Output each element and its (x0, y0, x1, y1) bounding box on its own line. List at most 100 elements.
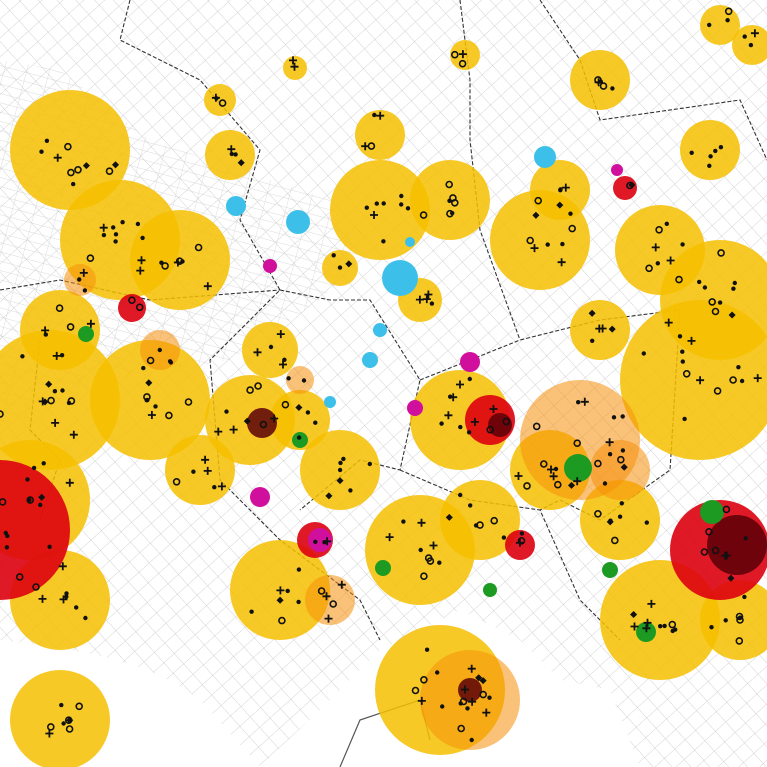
diamond (620, 463, 628, 471)
cross (376, 111, 385, 120)
site-green (700, 500, 724, 524)
point (664, 221, 669, 226)
ring (66, 323, 75, 331)
ring (445, 180, 454, 189)
ring (457, 724, 466, 733)
cross (417, 518, 426, 527)
point (468, 503, 473, 508)
point (20, 354, 25, 359)
point (27, 497, 32, 503)
ring (476, 521, 484, 529)
point (458, 492, 463, 498)
cross (573, 477, 582, 486)
cross (530, 244, 539, 253)
point (52, 389, 58, 394)
point (680, 359, 685, 364)
diamond (727, 574, 735, 582)
cross (279, 360, 287, 369)
cross (137, 256, 146, 265)
cross (322, 592, 331, 601)
point (450, 210, 455, 216)
coverage-area (355, 110, 405, 160)
diamond (628, 181, 636, 189)
point (313, 420, 318, 425)
site-cyan (373, 323, 387, 337)
point (337, 265, 343, 270)
ring (278, 616, 286, 625)
cross (86, 319, 95, 328)
point (64, 591, 69, 596)
point (680, 242, 685, 247)
point (338, 460, 343, 466)
cross (642, 624, 651, 633)
hotspot-dark (247, 408, 277, 438)
ring (254, 382, 262, 390)
point (424, 647, 430, 652)
ring (86, 254, 95, 263)
coverage-area-orange (305, 575, 355, 625)
site-magenta (308, 528, 332, 552)
cross (45, 729, 54, 738)
point (286, 376, 291, 381)
coverage-area (90, 340, 210, 460)
ring (594, 509, 602, 518)
diamond (66, 716, 74, 724)
point (331, 253, 336, 258)
diamond (532, 211, 540, 219)
ring (426, 557, 435, 565)
ring (594, 459, 602, 468)
point (120, 220, 125, 225)
markers (0, 5, 767, 767)
cross (79, 268, 88, 277)
ring (645, 264, 653, 273)
diamond (445, 513, 453, 521)
point (611, 415, 617, 420)
site-cyan (324, 396, 336, 408)
point (519, 531, 525, 536)
point (305, 410, 311, 415)
point (233, 152, 238, 157)
cross (547, 465, 555, 474)
diamond (145, 379, 153, 387)
point (689, 150, 694, 155)
point (341, 456, 346, 462)
point (39, 149, 44, 154)
point (743, 536, 748, 541)
point (677, 334, 683, 339)
coverage-area (130, 210, 230, 310)
ring (534, 196, 543, 205)
boundary (459, 0, 521, 341)
point (662, 623, 667, 629)
point (224, 409, 229, 414)
point (399, 193, 404, 199)
point (61, 721, 66, 726)
cross (514, 472, 523, 480)
ring (458, 59, 467, 68)
point (568, 211, 573, 216)
ring (317, 587, 326, 595)
boundary (539, 0, 767, 161)
point (644, 520, 649, 525)
cross (229, 425, 238, 434)
site-magenta (263, 259, 277, 273)
coverage-area (10, 90, 130, 210)
site-green (78, 326, 94, 342)
point (469, 737, 474, 743)
cross (750, 29, 759, 38)
cross (422, 295, 431, 304)
point (74, 605, 79, 610)
ring (655, 226, 663, 234)
point (71, 181, 76, 187)
ring (568, 224, 577, 233)
point (440, 704, 445, 709)
cross (385, 533, 394, 542)
point (466, 430, 472, 435)
point (501, 535, 507, 540)
ring (74, 166, 82, 174)
ring (705, 527, 713, 536)
cross (595, 324, 604, 333)
point (590, 338, 595, 343)
ring (161, 262, 169, 270)
site-green (602, 562, 618, 578)
cross (549, 472, 558, 481)
